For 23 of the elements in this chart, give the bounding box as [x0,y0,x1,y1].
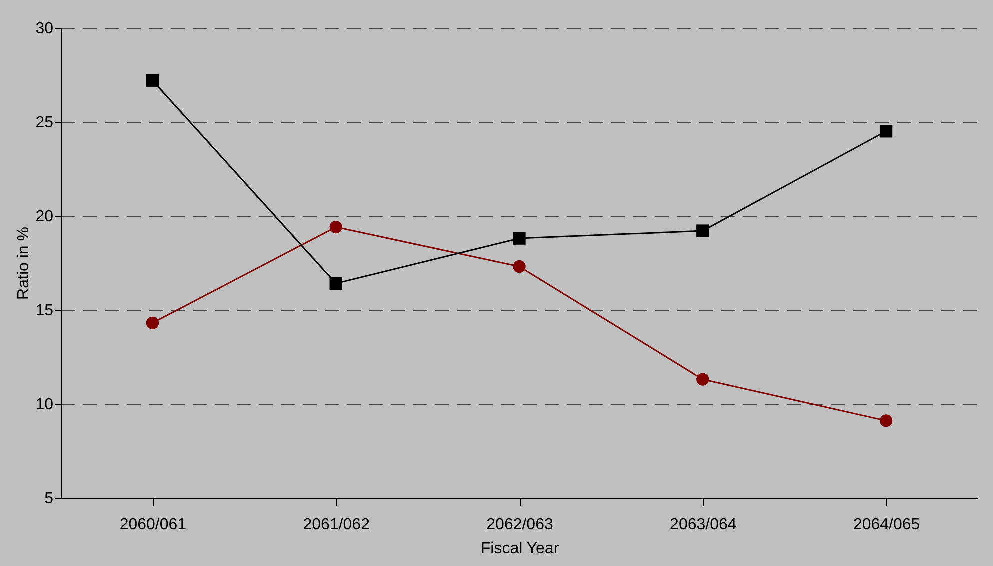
point [696,373,710,386]
x-tick-label: 2064/065 [853,516,920,534]
y-axis-title: Ratio in % [16,227,33,300]
point [513,260,526,274]
point [696,224,710,238]
x-axis-title: Fiscal Year [480,540,560,558]
point [330,220,342,234]
point [330,277,342,290]
point [513,232,526,245]
point [146,316,160,330]
x-tick-label: 2063/064 [670,516,737,534]
x-tick-label: 2061/062 [303,516,370,534]
y-tick-label: 25 [36,114,54,132]
x-tick-label: 2062/063 [486,516,554,534]
x-tick-label: 2060/061 [120,516,187,534]
y-tick-label: 30 [36,20,54,38]
y-tick-label: 10 [36,396,54,414]
point [146,74,160,87]
point [880,125,893,138]
y-tick-label: 15 [36,302,54,320]
point [880,414,893,428]
y-tick-label: 5 [44,490,54,508]
y-tick-label: 20 [36,208,54,226]
